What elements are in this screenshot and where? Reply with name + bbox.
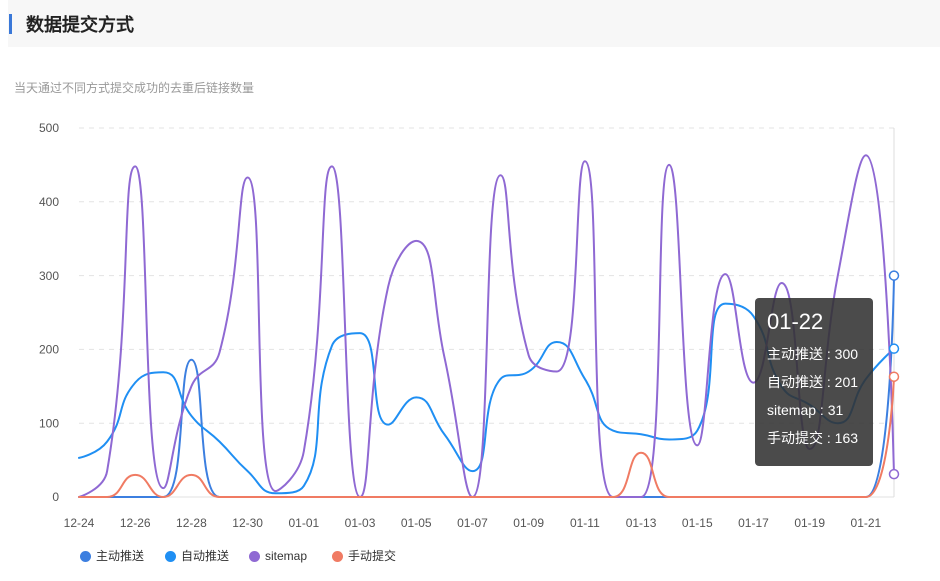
legend-label: 手动提交 — [348, 549, 397, 563]
hover-marker-auto-push — [888, 343, 900, 354]
series-group — [78, 154, 895, 499]
legend-label: sitemap — [265, 549, 308, 563]
tooltip-row-sitemap: sitemap : 31 — [767, 402, 844, 418]
x-tick-label: 12-24 — [64, 516, 95, 530]
series-line-manual-submit — [78, 375, 895, 499]
y-tick-label: 300 — [39, 269, 59, 283]
chart-tooltip: 01-22 主动推送 : 300 自动推送 : 201 sitemap : 31 手动… — [755, 298, 873, 466]
x-tick-label: 01-05 — [401, 516, 432, 530]
legend-label: 主动推送 — [96, 549, 145, 563]
legend-item-sitemap[interactable]: sitemap — [249, 549, 307, 563]
x-tick-label: 01-21 — [851, 516, 882, 530]
legend-circle-icon — [80, 550, 91, 562]
tooltip-title: 01-22 — [767, 309, 824, 334]
x-tick-label: 12-30 — [232, 516, 263, 530]
x-tick-label: 12-26 — [120, 516, 151, 530]
legend-item-auto-push[interactable]: 自动推送 — [165, 549, 229, 563]
legend-circle-icon — [332, 550, 343, 562]
x-tick-label: 01-03 — [345, 516, 376, 530]
legend-circle-icon — [249, 550, 260, 562]
hover-markers — [888, 270, 900, 480]
x-tick-label: 12-28 — [176, 516, 207, 530]
x-axis: 12-24 12-26 12-28 12-30 01-01 01-03 01-05 01-07… — [64, 128, 895, 530]
section-header: 数据提交方式 — [8, 0, 940, 47]
y-tick-label: 0 — [52, 490, 59, 504]
y-tick-label: 400 — [39, 195, 59, 209]
x-tick-label: 01-01 — [288, 516, 319, 530]
legend-circle-icon — [165, 550, 176, 562]
x-tick-label: 01-19 — [794, 516, 825, 530]
y-tick-label: 500 — [39, 121, 59, 135]
x-tick-label: 01-15 — [682, 516, 713, 530]
tooltip-row-auto-push: 自动推送 : 201 — [767, 374, 859, 390]
legend-item-manual-submit[interactable]: 手动提交 — [332, 549, 396, 563]
hover-marker-manual-submit — [888, 371, 900, 382]
legend-item-active-push[interactable]: 主动推送 — [80, 549, 144, 563]
section-subtitle: 当天通过不同方式提交成功的去重后链接数量 — [14, 81, 255, 95]
y-tick-label: 200 — [39, 343, 59, 357]
legend-label: 自动推送 — [181, 549, 230, 563]
x-tick-label: 01-07 — [457, 516, 488, 530]
hover-marker-sitemap — [888, 468, 900, 480]
y-axis: 0 100 200 300 400 500 — [39, 121, 59, 504]
tooltip-row-manual-submit: 手动提交 : 163 — [767, 430, 859, 446]
x-tick-label: 01-09 — [513, 516, 544, 530]
y-tick-label: 100 — [39, 416, 59, 430]
x-tick-label: 01-13 — [626, 516, 657, 530]
accent-bar — [9, 14, 12, 34]
series-line-auto-push — [78, 302, 895, 495]
x-tick-label: 01-17 — [738, 516, 769, 530]
tooltip-rows: 主动推送 : 300 自动推送 : 201 sitemap : 31 手动提交 : 1… — [767, 340, 861, 452]
section-title: 数据提交方式 — [26, 15, 134, 35]
hover-marker-active-push — [888, 270, 900, 281]
x-tick-label: 01-11 — [570, 516, 600, 530]
tooltip-row-active-push: 主动推送 : 300 — [767, 346, 859, 362]
